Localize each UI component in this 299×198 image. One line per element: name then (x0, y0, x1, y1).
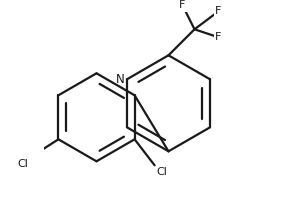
Text: F: F (179, 0, 186, 10)
Text: Cl: Cl (18, 159, 28, 169)
Text: F: F (215, 6, 222, 16)
Text: N: N (116, 73, 125, 86)
Text: Cl: Cl (157, 167, 167, 177)
Text: F: F (215, 32, 222, 42)
